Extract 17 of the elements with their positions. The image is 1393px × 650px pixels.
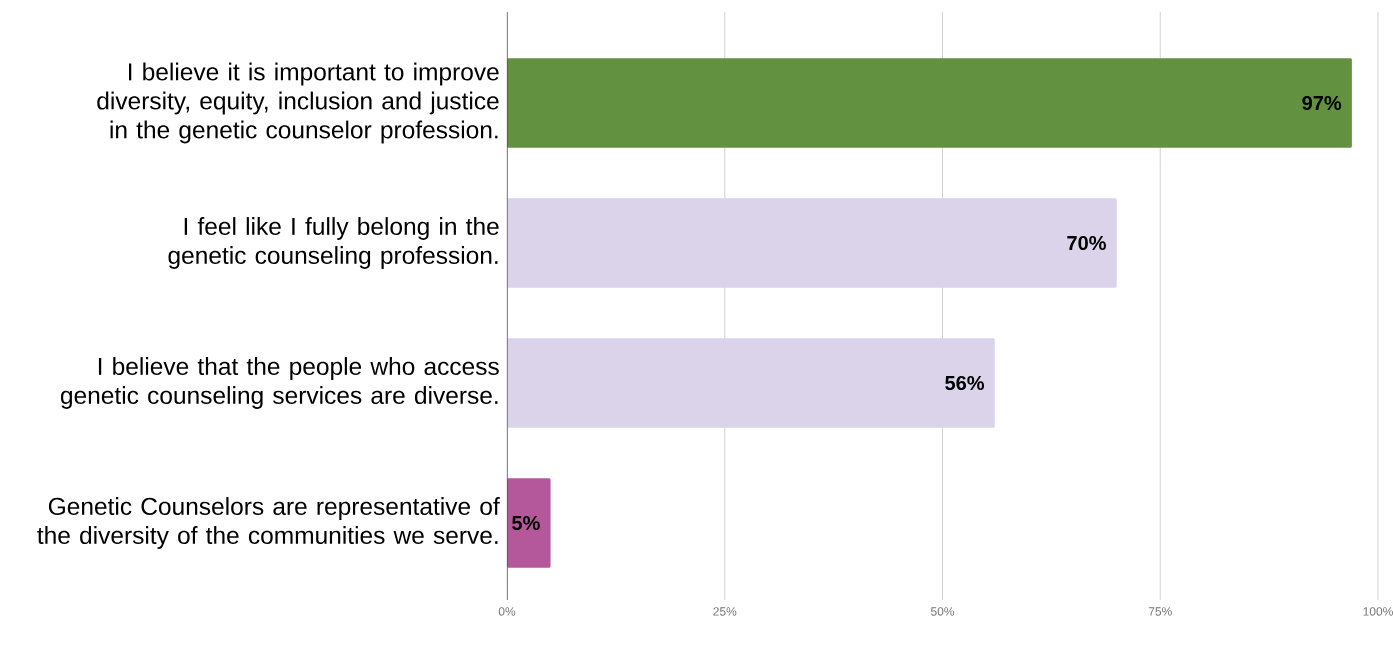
y-tick-label: Genetic Counselors are representative of the diversity of the communities we serve.	[37, 497, 500, 549]
x-tick-label: 25%	[713, 607, 737, 616]
x-tick-label: 50%	[930, 607, 955, 616]
bar	[507, 198, 1117, 288]
bar	[507, 58, 1352, 148]
y-tick-label: I feel like I fully belong in the genetic counseling profession.	[168, 217, 499, 269]
x-tick-label: 0%	[498, 607, 516, 616]
y-tick-label: I believe it is important to improve diversity, equity, inclusion and justice in the genetic counselor profession.	[97, 62, 499, 144]
data-label: 5%	[512, 515, 540, 531]
bar	[507, 478, 551, 568]
x-tick-label: 100%	[1363, 607, 1393, 616]
x-tick-label: 75%	[1148, 607, 1172, 616]
data-label: 97%	[1302, 95, 1342, 111]
y-tick-label: I believe that the people who access genetic counseling services are diverse.	[60, 357, 499, 409]
data-label: 56%	[945, 375, 985, 391]
bar	[507, 338, 995, 428]
data-label: 70%	[1067, 235, 1106, 251]
